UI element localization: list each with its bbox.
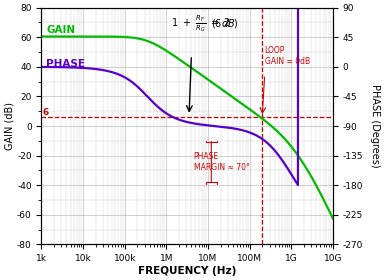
Text: PHASE: PHASE <box>46 59 85 69</box>
Text: 6: 6 <box>42 108 48 117</box>
Text: $(6dB)$: $(6dB)$ <box>211 17 239 31</box>
Text: GAIN: GAIN <box>46 25 75 35</box>
Text: $1\ +\ \frac{R_F}{R_G}\ =\ 2$: $1\ +\ \frac{R_F}{R_G}\ =\ 2$ <box>171 13 231 34</box>
X-axis label: FREQUENCY (Hz): FREQUENCY (Hz) <box>138 266 237 276</box>
Y-axis label: GAIN (dB): GAIN (dB) <box>4 102 14 150</box>
Text: PHASE
MARGIN ≈ 70°: PHASE MARGIN ≈ 70° <box>194 152 250 172</box>
Y-axis label: PHASE (Degrees): PHASE (Degrees) <box>370 84 380 168</box>
Text: LOOP
GAIN = 0dB: LOOP GAIN = 0dB <box>265 46 310 66</box>
